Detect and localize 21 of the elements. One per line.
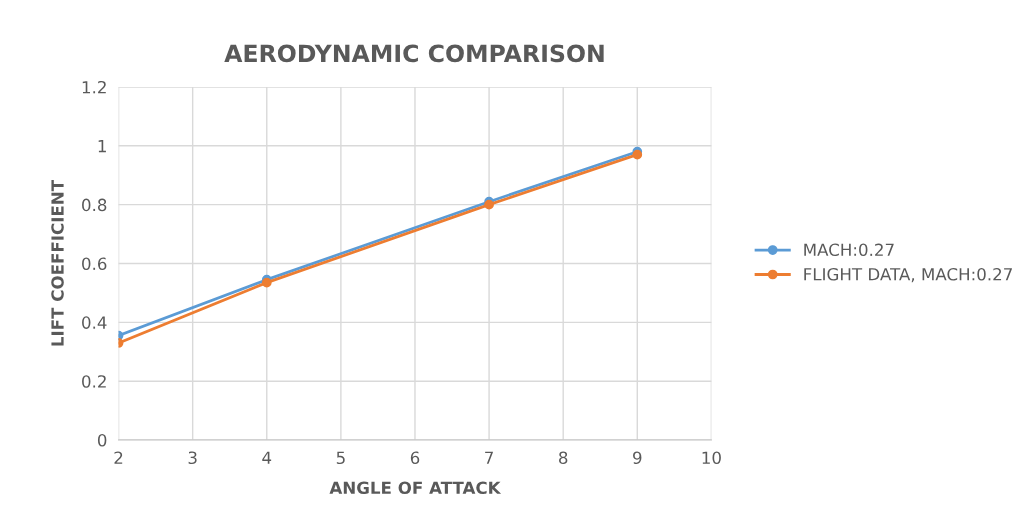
y-tick-label: 0.6 [82,257,107,271]
x-tick-label: 5 [336,451,345,465]
y-tick-label: 0.8 [82,198,107,212]
chart-title: AERODYNAMIC COMPARISON [224,44,604,63]
x-tick-label: 4 [262,451,272,464]
x-tick-label: 3 [188,451,197,465]
x-axis-title: ANGLE OF ATTACK [329,481,502,495]
y-tick-label: 0 [97,434,107,447]
y-tick-label: 0.4 [82,316,107,329]
y-tick-label: 0.2 [82,375,106,388]
x-tick-label: 8 [559,451,568,465]
x-tick-label: 2 [114,451,123,464]
x-tick-label: 10 [702,451,721,465]
x-tick-label: 9 [633,451,642,465]
legend-label: FLIGHT DATA, MACH:0.27 [804,267,1012,283]
x-tick-label: 7 [485,451,493,464]
legend-label: MACH:0.27 [804,243,894,257]
y-tick-label: 1.2 [82,80,106,94]
y-tick-label: 1 [98,139,106,153]
x-tick-label: 6 [410,451,420,465]
y-axis-title: LIFT COEFFICIENT [51,179,64,346]
